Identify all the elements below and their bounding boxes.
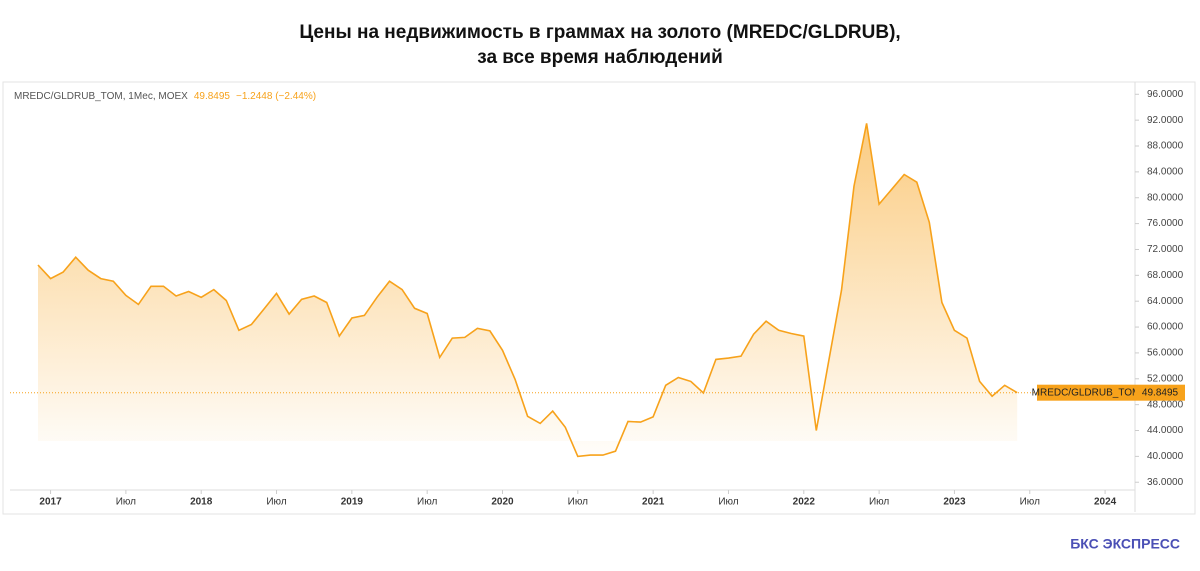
area-fill <box>38 123 1018 457</box>
y-tick-label: 88.0000 <box>1147 141 1184 152</box>
last-value-name-box <box>1037 384 1135 401</box>
x-tick-label: Июл <box>568 497 588 508</box>
x-tick-label: 2023 <box>943 497 966 508</box>
legend-name: MREDC/GLDRUB_TOM, 1Мес, MOEX <box>14 91 188 102</box>
x-tick-label: Июл <box>869 497 889 508</box>
x-tick-label: Июл <box>718 497 738 508</box>
last-value-label: 49.8495 <box>1142 387 1179 398</box>
chart-frame <box>2 81 1196 515</box>
last-value-name: MREDC/GLDRUB_TOM <box>1032 387 1141 398</box>
legend-price: 49.8495 <box>194 91 231 102</box>
legend: MREDC/GLDRUB_TOM, 1Мес, MOEX 49.8495 −1.24… <box>14 91 316 102</box>
x-tick-label: 2021 <box>642 497 665 508</box>
chart-title: Цены на недвижимость в граммах на золото… <box>299 22 900 43</box>
x-tick-label: Июл <box>1020 497 1040 508</box>
x-tick-label: 2024 <box>1094 497 1117 508</box>
line <box>37 123 1018 458</box>
y-tick-label: 40.0000 <box>1147 451 1184 462</box>
x-tick-label: 2019 <box>341 497 364 508</box>
y-tick-label: 96.0000 <box>1147 89 1184 100</box>
x-tick-label: Июл <box>266 497 286 508</box>
y-tick-label: 60.0000 <box>1147 322 1184 333</box>
x-tick-label: 2022 <box>793 497 816 508</box>
y-tick-label: 92.0000 <box>1147 115 1184 126</box>
y-tick-label: 56.0000 <box>1147 348 1184 359</box>
brand: БКС ЭКСПРЕСС <box>1070 536 1180 552</box>
y-tick-label: 48.0000 <box>1147 399 1184 410</box>
y-tick-label: 64.0000 <box>1147 296 1184 307</box>
legend-change: −1.2448 (−2.44%) <box>236 91 316 102</box>
y-tick-label: 52.0000 <box>1147 373 1184 384</box>
x-tick-label: 2017 <box>39 497 62 508</box>
x-tick-label: 2020 <box>491 497 514 508</box>
y-tick-label: 36.0000 <box>1147 477 1184 488</box>
chart-subtitle: за все время наблюдений <box>477 47 723 68</box>
y-tick-label: 44.0000 <box>1147 425 1184 436</box>
y-tick-label: 68.0000 <box>1147 270 1184 281</box>
x-tick-label: Июл <box>417 497 437 508</box>
x-tick-label: Июл <box>116 497 136 508</box>
y-tick-label: 72.0000 <box>1147 244 1184 255</box>
x-tick-label: 2018 <box>190 497 213 508</box>
last-value-box <box>1135 384 1185 401</box>
y-tick-label: 84.0000 <box>1147 167 1184 178</box>
y-tick-label: 76.0000 <box>1147 218 1184 229</box>
y-tick-label: 80.0000 <box>1147 192 1184 203</box>
